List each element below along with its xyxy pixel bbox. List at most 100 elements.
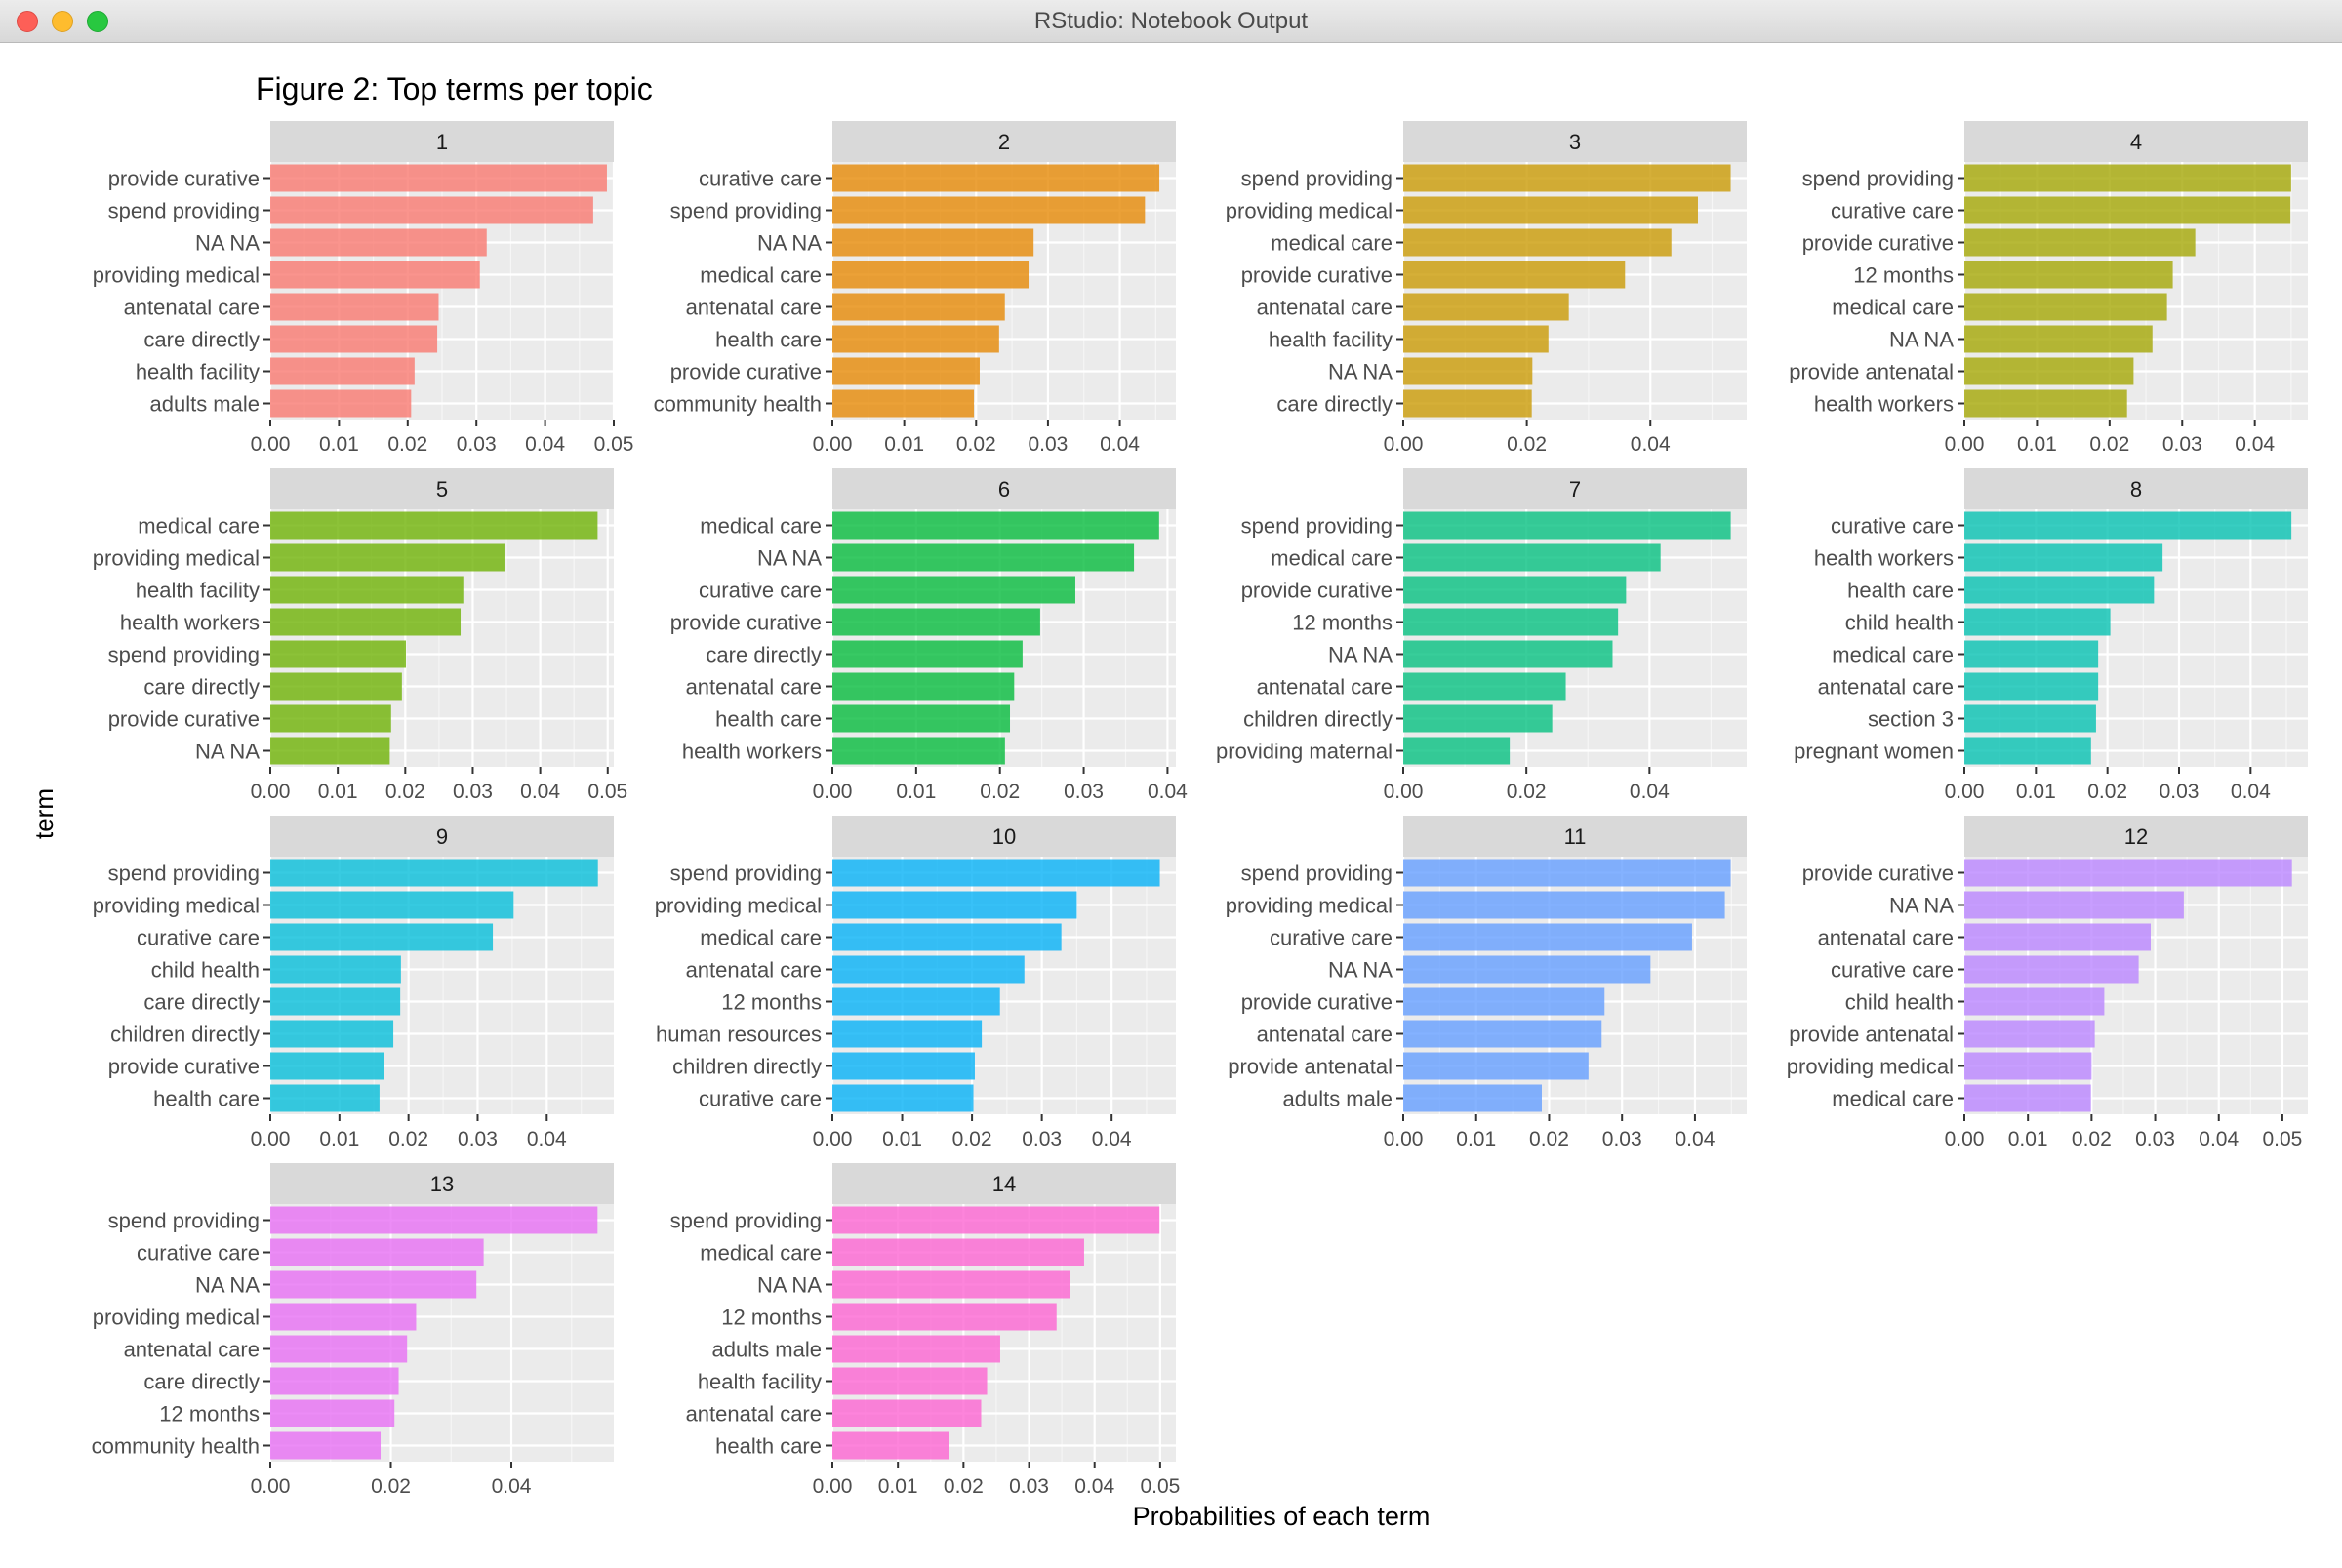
- bar: [270, 1431, 382, 1460]
- y-tick-label: adults male: [149, 392, 260, 417]
- bar: [1403, 511, 1731, 540]
- facet-strip-label: 6: [998, 477, 1010, 502]
- y-tick-label: children directly: [110, 1023, 260, 1047]
- bar: [1403, 737, 1511, 765]
- y-tick-label: medical care: [1832, 1087, 1954, 1111]
- minimize-window-button[interactable]: [52, 11, 73, 32]
- facet-strip: [270, 816, 614, 857]
- y-tick-label: curative care: [699, 167, 822, 191]
- y-tick-label: 12 months: [1292, 611, 1393, 635]
- y-tick-label: children directly: [672, 1055, 822, 1079]
- y-tick-label: providing medical: [93, 894, 260, 918]
- bar: [270, 1238, 484, 1266]
- facet-strip-label: 11: [1564, 824, 1587, 849]
- faceted-bar-chart: Figure 2: Top terms per topic term Proba…: [29, 71, 2308, 1531]
- y-tick-label: health workers: [1814, 546, 1954, 571]
- bar: [1964, 859, 2292, 887]
- x-tick-label: 0.01: [319, 433, 359, 456]
- y-tick-label: NA NA: [195, 1273, 260, 1298]
- y-tick-label: antenatal care: [1257, 296, 1393, 320]
- bar: [270, 293, 439, 321]
- bar: [1403, 891, 1725, 919]
- y-tick-label: health facility: [136, 579, 260, 603]
- y-tick-label: antenatal care: [1257, 675, 1393, 700]
- y-tick-label: health care: [715, 1434, 822, 1459]
- y-tick-label: provide curative: [1241, 579, 1393, 603]
- y-tick-label: NA NA: [1328, 643, 1393, 667]
- notebook-output: Figure 2: Top terms per topic term Proba…: [0, 43, 2342, 1563]
- y-tick-label: curative care: [1270, 926, 1393, 950]
- x-tick-label: 0.02: [388, 1128, 428, 1150]
- bar: [1403, 1084, 1542, 1112]
- x-tick-label: 0.05: [1140, 1475, 1180, 1498]
- y-tick-label: health facility: [1269, 328, 1393, 352]
- facet-panel-1: 1 provide curative spend providing NA NA pro…: [93, 121, 633, 456]
- y-tick-label: spend providing: [1802, 167, 1954, 191]
- facet-strip: [1403, 121, 1747, 162]
- bar: [832, 1303, 1057, 1331]
- facet-panel-12: 12 provide curative NA NA antenatal care cur…: [1787, 816, 2308, 1150]
- y-tick-label: adults male: [1282, 1087, 1393, 1111]
- bar: [1964, 196, 2291, 224]
- bar: [1964, 293, 2167, 321]
- y-tick-label: child health: [1845, 611, 1954, 635]
- y-tick-label: spend providing: [108, 862, 260, 886]
- bar: [1403, 261, 1626, 289]
- y-tick-label: 12 months: [721, 1306, 822, 1330]
- bar: [1403, 1020, 1602, 1048]
- window-title: RStudio: Notebook Output: [1033, 8, 1309, 34]
- bar: [1964, 261, 2173, 289]
- bar: [270, 672, 402, 701]
- y-tick-label: curative care: [1831, 514, 1954, 539]
- x-tick-label: 0.00: [1384, 433, 1424, 456]
- y-tick-label: antenatal care: [686, 675, 822, 700]
- x-tick-label: 0.03: [1028, 433, 1068, 456]
- bar: [832, 576, 1075, 604]
- bar: [270, 543, 505, 572]
- bar: [832, 293, 1005, 321]
- y-tick-label: medical care: [700, 514, 822, 539]
- y-tick-label: provide curative: [108, 1055, 260, 1079]
- bar: [270, 1084, 380, 1112]
- bar: [1403, 608, 1619, 636]
- y-tick-label: medical care: [700, 926, 822, 950]
- y-tick-label: care directly: [143, 1370, 260, 1394]
- y-tick-label: curative care: [699, 1087, 822, 1111]
- bar: [1403, 1052, 1589, 1080]
- facet-strip: [1403, 468, 1747, 509]
- bar: [832, 923, 1062, 951]
- y-tick-label: human resources: [656, 1023, 822, 1047]
- y-tick-label: adults male: [711, 1338, 822, 1362]
- bar: [270, 1020, 394, 1048]
- y-axis-label: term: [29, 788, 59, 839]
- facet-panel-5: 5 medical care providing medical health fac…: [93, 468, 627, 803]
- bar: [1403, 923, 1692, 951]
- x-tick-label: 0.01: [1456, 1128, 1496, 1150]
- facet-strip-label: 10: [992, 824, 1016, 849]
- bar: [1964, 357, 2134, 385]
- facet-panel-14: 14 spend providing medical care NA NA 12 mon…: [670, 1163, 1180, 1498]
- x-tick-label: 0.04: [2231, 781, 2271, 803]
- y-tick-label: curative care: [137, 1241, 260, 1266]
- facet-strip-label: 7: [1569, 477, 1581, 502]
- bar: [832, 164, 1160, 192]
- y-tick-label: providing medical: [1226, 894, 1393, 918]
- facet-panel-9: 9 spend providing providing medical curativ…: [93, 816, 614, 1150]
- x-tick-label: 0.02: [1507, 433, 1547, 456]
- close-window-button[interactable]: [17, 11, 38, 32]
- bar: [1403, 325, 1549, 353]
- bar: [1964, 923, 2151, 951]
- y-tick-label: NA NA: [757, 231, 822, 256]
- x-tick-label: 0.04: [1631, 433, 1671, 456]
- bar: [270, 1270, 477, 1299]
- bar: [270, 923, 494, 951]
- facet-strip: [832, 468, 1176, 509]
- bar: [270, 196, 593, 224]
- bar: [270, 325, 438, 353]
- y-tick-label: provide curative: [1802, 862, 1954, 886]
- bar: [832, 608, 1040, 636]
- x-tick-label: 0.04: [1148, 781, 1188, 803]
- y-tick-label: providing medical: [1226, 199, 1393, 223]
- x-tick-label: 0.03: [453, 781, 493, 803]
- zoom-window-button[interactable]: [87, 11, 108, 32]
